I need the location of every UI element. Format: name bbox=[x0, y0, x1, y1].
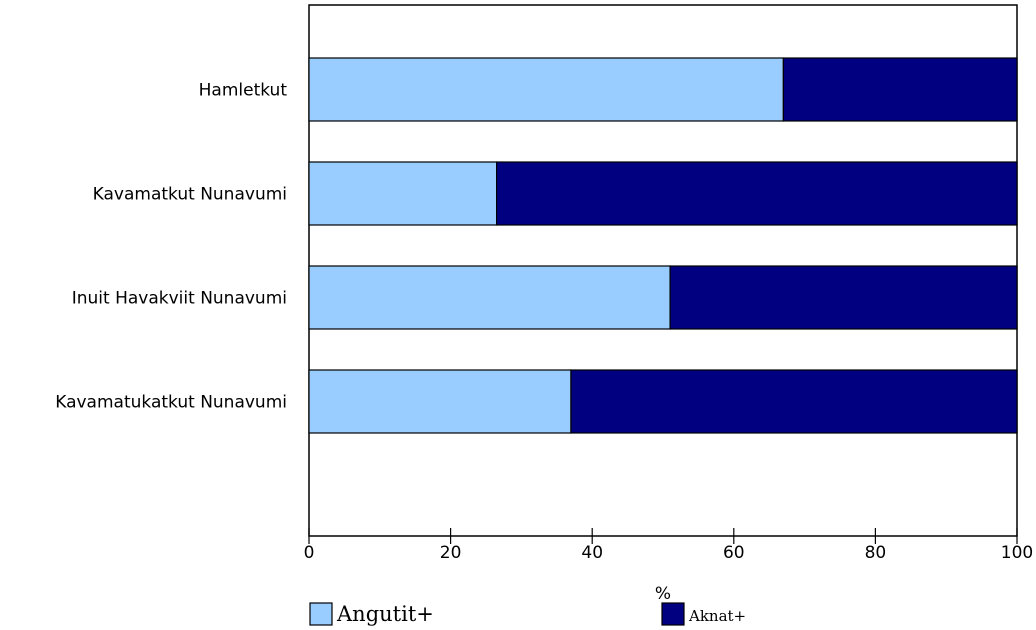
x-tick-label: 0 bbox=[304, 543, 315, 563]
category-label: Inuit Havakviit Nunavumi bbox=[72, 289, 287, 309]
bar-angutit-0 bbox=[308, 57, 784, 122]
legend-label-angutit: Angutit+ bbox=[336, 602, 434, 626]
x-tick-label: 80 bbox=[865, 543, 887, 563]
x-tick-label: 20 bbox=[440, 543, 462, 563]
legend: Angutit+ Aknat+ bbox=[309, 602, 746, 626]
legend-swatch-angutit bbox=[309, 602, 333, 626]
bar-aknat-1 bbox=[496, 161, 1018, 226]
bar-angutit-1 bbox=[308, 161, 498, 226]
x-axis-ticks: 0 20 40 60 80 100 bbox=[304, 528, 1033, 563]
bar-angutit-3 bbox=[308, 369, 572, 434]
bar-aknat-2 bbox=[669, 265, 1018, 330]
legend-label-aknat: Aknat+ bbox=[688, 607, 746, 625]
legend-swatch-aknat bbox=[661, 602, 685, 626]
bar-aknat-0 bbox=[782, 57, 1018, 122]
x-tick-label: 40 bbox=[581, 543, 603, 563]
bar-angutit-2 bbox=[308, 265, 671, 330]
category-labels: Hamletkut Kavamatkut Nunavumi Inuit Havakv… bbox=[55, 81, 287, 413]
category-label: Kavamatukatkut Nunavumi bbox=[55, 393, 287, 413]
bars bbox=[308, 57, 1018, 434]
bar-aknat-3 bbox=[570, 369, 1018, 434]
x-tick-label: 60 bbox=[723, 543, 745, 563]
category-label: Hamletkut bbox=[199, 81, 288, 101]
x-tick-label: 100 bbox=[1001, 543, 1033, 563]
category-label: Kavamatkut Nunavumi bbox=[93, 185, 287, 205]
x-axis-title: % bbox=[655, 584, 671, 604]
